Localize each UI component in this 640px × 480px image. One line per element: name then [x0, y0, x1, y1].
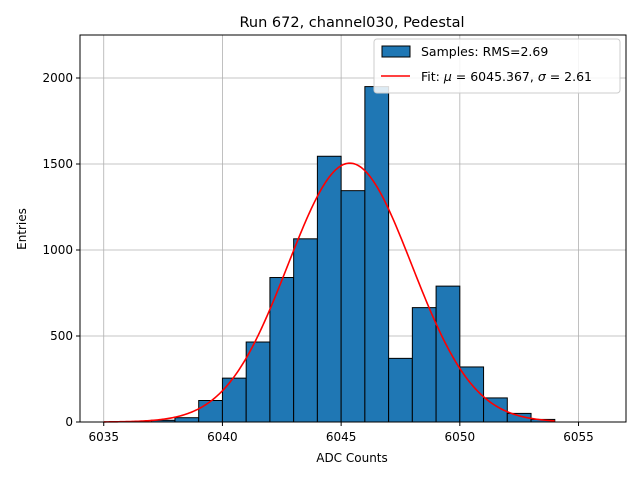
y-tick-label: 0: [65, 415, 73, 429]
x-tick-label: 6050: [445, 430, 476, 444]
legend-fit-label: Fit: μ = 6045.367, σ = 2.61: [421, 69, 592, 84]
y-axis-label: Entries: [15, 208, 29, 250]
histogram-bar: [221, 377, 247, 423]
legend: Samples: RMS=2.69 Fit: μ = 6045.367, σ =…: [373, 38, 621, 94]
y-tick-label: 1500: [42, 157, 73, 171]
histogram-bar: [364, 86, 390, 423]
y-tick-label: 1000: [42, 243, 73, 257]
chart-title: Run 672, channel030, Pedestal: [239, 15, 464, 31]
tick-labels: 6035 6040 6045 6050 6055 0 500 1000 1500 2000: [42, 71, 593, 444]
y-tick-label: 500: [50, 329, 73, 343]
x-tick-label: 6040: [207, 430, 238, 444]
x-tick-label: 6045: [326, 430, 357, 444]
x-tick-label: 6035: [88, 430, 119, 444]
fit-curve-layer: [103, 162, 555, 423]
histogram-bar: [388, 357, 413, 423]
histogram-bar: [435, 285, 461, 423]
gaussian-fit-curve: [103, 162, 555, 423]
histogram-bar: [174, 417, 200, 423]
legend-samples-label: Samples: RMS=2.69: [421, 44, 548, 59]
histogram-bar: [316, 155, 342, 423]
x-axis-label: ADC Counts: [316, 451, 388, 465]
histogram-bar: [340, 190, 366, 423]
y-tick-label: 2000: [42, 71, 73, 85]
histogram-bar: [293, 238, 318, 423]
histogram-bars: [150, 86, 556, 423]
histogram-bar: [198, 400, 223, 423]
histogram-bar: [245, 341, 271, 423]
legend-box: [373, 38, 621, 94]
axes: [79, 34, 627, 423]
histogram-bar: [411, 307, 437, 423]
plot-frame: [79, 34, 627, 423]
x-tick-label: 6055: [563, 430, 594, 444]
legend-bar-swatch: [381, 45, 411, 58]
